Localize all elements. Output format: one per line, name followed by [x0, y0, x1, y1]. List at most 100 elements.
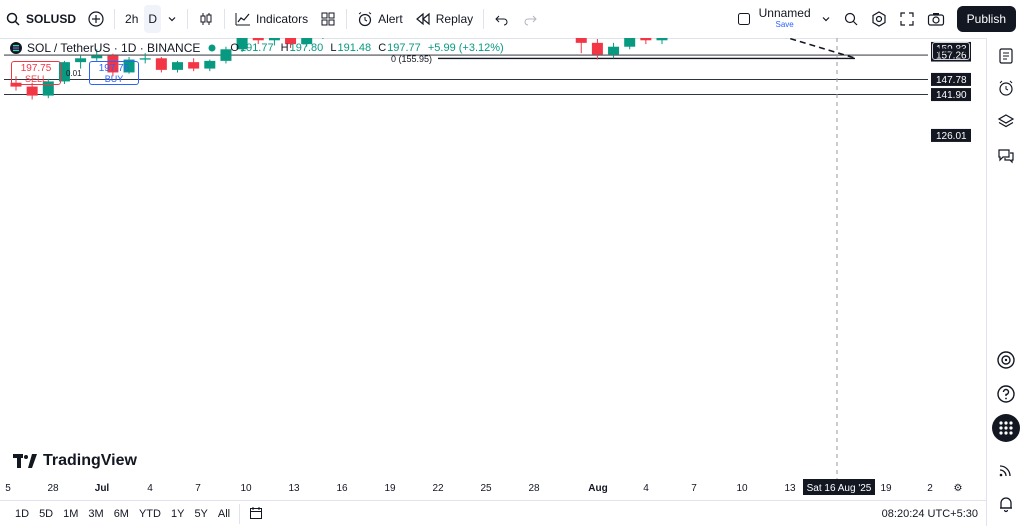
question-circle-icon: [996, 384, 1016, 404]
alerts-button[interactable]: [992, 74, 1020, 102]
candle-body: [75, 58, 87, 63]
symbol-name: SOLUSD: [26, 12, 77, 26]
price-label-box: [931, 128, 971, 142]
range-1y-button[interactable]: 1Y: [170, 508, 185, 520]
indicators-button[interactable]: Indicators: [229, 5, 314, 33]
sell-button[interactable]: 197.75 SELL: [11, 61, 61, 85]
layouts-button[interactable]: [314, 5, 342, 33]
symbol-search-button[interactable]: SOLUSD: [0, 5, 82, 33]
time-tick-label: 28: [47, 483, 59, 494]
candle-body: [139, 58, 151, 60]
alarm-clock-icon: [357, 11, 373, 27]
buy-button[interactable]: 197.76 BUY: [89, 61, 139, 85]
range-6m-button[interactable]: 6M: [113, 508, 129, 520]
watermark-text: TradingView: [43, 452, 137, 469]
price-label-text: 147.78: [936, 75, 967, 86]
price-axis[interactable]: 280.00270.00260.00250.00240.00230.00220.…: [916, 38, 986, 500]
open-value: 191.77: [239, 42, 274, 54]
layout-name: Unnamed: [758, 6, 811, 20]
range-1d-button[interactable]: 1D: [15, 508, 30, 520]
divider: [114, 9, 116, 29]
fullscreen-button[interactable]: [893, 5, 921, 33]
candle-body: [155, 58, 167, 70]
undo-icon: [494, 11, 510, 27]
status-dot-icon: [208, 44, 216, 52]
publish-button[interactable]: Publish: [956, 6, 1016, 32]
watchlist-button[interactable]: [992, 42, 1020, 70]
interval-2h-button[interactable]: 2h: [125, 12, 139, 26]
layout-menu-button[interactable]: Unnamed Save: [731, 5, 837, 33]
interval-d-button[interactable]: D: [144, 5, 162, 33]
price-label-box: [931, 48, 971, 62]
range-5d-button[interactable]: 5D: [39, 508, 54, 520]
search-icon: [6, 12, 20, 26]
price-label-text: 157.26: [936, 51, 967, 62]
divider: [239, 504, 241, 524]
alarm-clock-icon: [997, 79, 1015, 97]
change-value: +5.99 (+3.12%): [427, 42, 504, 54]
goto-date-button[interactable]: [244, 506, 268, 523]
sell-label: SELL: [24, 74, 48, 84]
time-axis[interactable]: 5 28 Jul 4 7 10 13 16 19 22 25 28 Aug 4 7 10 13 19 2 Sat 16…: [5, 479, 963, 495]
price-chart[interactable]: 2.618 (287.88)1.618 (237.49)1 (206.35)0.…: [0, 38, 986, 500]
currency-selector[interactable]: USDT: [932, 42, 970, 60]
axis-settings-icon[interactable]: ⚙: [954, 483, 963, 494]
candle-body: [123, 59, 135, 73]
clock-timezone[interactable]: 08:20:24 UTC+5:30: [881, 508, 978, 520]
horizontal-lines[interactable]: [4, 38, 928, 96]
candle-body: [236, 38, 248, 50]
candle-body: [268, 38, 280, 41]
divider: [187, 9, 189, 29]
divider: [224, 9, 226, 29]
crosshair-date-label: Sat 16 Aug '25: [807, 483, 872, 494]
object-tree-button[interactable]: [992, 108, 1020, 136]
undo-button[interactable]: [488, 5, 516, 33]
time-tick-label: 10: [736, 483, 748, 494]
time-tick-label: 19: [384, 483, 396, 494]
indicators-label: Indicators: [256, 12, 309, 26]
candle-body: [591, 42, 603, 55]
range-5y-button[interactable]: 5Y: [194, 508, 208, 520]
notifications-button[interactable]: [992, 490, 1020, 518]
candle-body: [608, 46, 620, 55]
redo-button[interactable]: [516, 5, 544, 33]
snapshot-button[interactable]: [921, 5, 951, 33]
stream-button[interactable]: [992, 456, 1020, 484]
apps-menu-button[interactable]: [992, 414, 1020, 442]
crosshair-date-box: [803, 479, 875, 495]
candle-body: [575, 38, 587, 43]
broadcast-icon: [997, 461, 1015, 479]
time-tick-label: 10: [240, 483, 252, 494]
candle-body: [91, 55, 103, 59]
ohlc-values: O191.77 H197.80 L191.48 C197.77 +5.99 (+…: [226, 42, 503, 54]
help-button[interactable]: [992, 380, 1020, 408]
range-all-button[interactable]: All: [217, 508, 231, 520]
grid-icon: [320, 11, 336, 27]
time-tick-label: 5: [5, 483, 11, 494]
quick-search-button[interactable]: [837, 5, 865, 33]
price-label-box: [931, 88, 971, 102]
currency-label: USDT: [933, 46, 958, 56]
candle-body: [58, 62, 70, 82]
chats-button[interactable]: [992, 142, 1020, 170]
price-label-box: [931, 72, 971, 86]
replay-button[interactable]: Replay: [409, 5, 479, 33]
range-ytd-button[interactable]: YTD: [138, 508, 161, 520]
candle-body: [220, 49, 232, 61]
range-1m-button[interactable]: 1M: [63, 508, 79, 520]
compare-symbol-button[interactable]: [82, 5, 110, 33]
alert-button[interactable]: Alert: [351, 5, 409, 33]
settings-button[interactable]: [865, 5, 893, 33]
buy-label: BUY: [104, 74, 124, 84]
signals-button[interactable]: [992, 346, 1020, 374]
time-tick-label: 16: [336, 483, 348, 494]
time-tick-label: 19: [880, 483, 892, 494]
fibonacci-retracement[interactable]: 2.618 (287.88)1.618 (237.49)1 (206.35)0.…: [373, 38, 855, 64]
price-label-text: 141.90: [936, 90, 967, 101]
range-3m-button[interactable]: 3M: [88, 508, 104, 520]
candle-body: [285, 38, 297, 45]
interval-dropdown-button[interactable]: [161, 5, 183, 33]
close-value: 197.77: [387, 42, 421, 54]
chart-type-button[interactable]: [192, 5, 220, 33]
rewind-icon: [415, 11, 431, 27]
